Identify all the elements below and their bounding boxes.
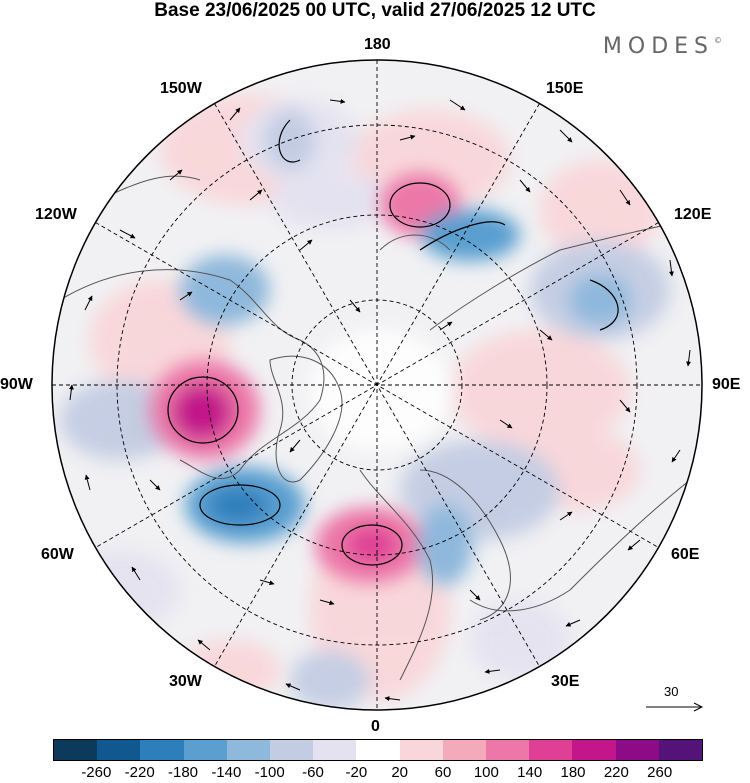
colorbar-swatch bbox=[270, 740, 314, 760]
colorbar-tick-label: -220 bbox=[124, 764, 155, 781]
colorbar-swatch bbox=[399, 740, 443, 760]
label-60e: 60E bbox=[671, 546, 700, 563]
map-title: Base 23/06/2025 00 UTC, valid 27/06/2025… bbox=[154, 0, 596, 21]
colorbar-tick-label: 100 bbox=[473, 764, 499, 781]
label-180: 180 bbox=[364, 36, 391, 53]
label-90e: 90E bbox=[712, 376, 741, 393]
colorbar bbox=[53, 739, 703, 761]
brand-logo: MODES© bbox=[603, 34, 722, 59]
anomaly-field bbox=[52, 60, 702, 710]
colorbar-tick-label: -140 bbox=[211, 764, 242, 781]
colorbar-swatch bbox=[183, 740, 227, 760]
colorbar-swatch bbox=[486, 740, 530, 760]
graticule bbox=[52, 60, 702, 710]
colorbar-swatch bbox=[442, 740, 487, 760]
vector-reference: 30 bbox=[644, 684, 704, 714]
map-boundary bbox=[51, 59, 703, 711]
colorbar-swatch bbox=[54, 740, 98, 760]
wind-vectors bbox=[68, 98, 692, 702]
colorbar-tick-label: -100 bbox=[254, 764, 285, 781]
label-30w: 30W bbox=[169, 673, 202, 690]
coastlines bbox=[59, 175, 691, 681]
brand-mark: © bbox=[714, 36, 722, 45]
label-120e: 120E bbox=[674, 206, 712, 223]
colorbar-tick-label: -60 bbox=[302, 764, 324, 781]
colorbar-swatch bbox=[226, 740, 271, 760]
colorbar-ticks: -260 -220 -180 -140 -100 -60 -20 20 60 100 140 180 2… bbox=[0, 764, 750, 782]
colorbar-swatch bbox=[140, 740, 184, 760]
colorbar-swatch bbox=[615, 740, 659, 760]
colorbar-tick-label: 20 bbox=[391, 764, 408, 781]
colorbar-swatch bbox=[97, 740, 141, 760]
colorbar-swatch bbox=[313, 740, 357, 760]
vector-reference-value: 30 bbox=[664, 684, 679, 699]
label-90w: 90W bbox=[0, 376, 33, 393]
label-0: 0 bbox=[371, 718, 380, 735]
colorbar-tick-label: 180 bbox=[560, 764, 586, 781]
colorbar-swatch bbox=[356, 740, 400, 760]
colorbar-tick-label: 260 bbox=[647, 764, 673, 781]
colorbar-tick-label: 140 bbox=[517, 764, 543, 781]
label-150w: 150W bbox=[160, 80, 202, 97]
colorbar-tick-label: 60 bbox=[434, 764, 452, 781]
vector-reference-arrow bbox=[646, 702, 704, 712]
colorbar-swatch bbox=[572, 740, 616, 760]
colorbar-swatch bbox=[529, 740, 573, 760]
colorbar-tick-label: -20 bbox=[345, 764, 368, 781]
colorbar-swatch bbox=[658, 740, 703, 760]
label-30e: 30E bbox=[551, 673, 580, 690]
brand-name: MODES bbox=[602, 34, 714, 59]
label-60w: 60W bbox=[41, 546, 74, 563]
label-150e: 150E bbox=[546, 80, 584, 97]
label-120w: 120W bbox=[35, 206, 77, 223]
colorbar-tick-label: 220 bbox=[603, 764, 629, 781]
colorbar-tick-label: -180 bbox=[167, 764, 199, 781]
colorbar-tick-label: -260 bbox=[81, 764, 112, 781]
